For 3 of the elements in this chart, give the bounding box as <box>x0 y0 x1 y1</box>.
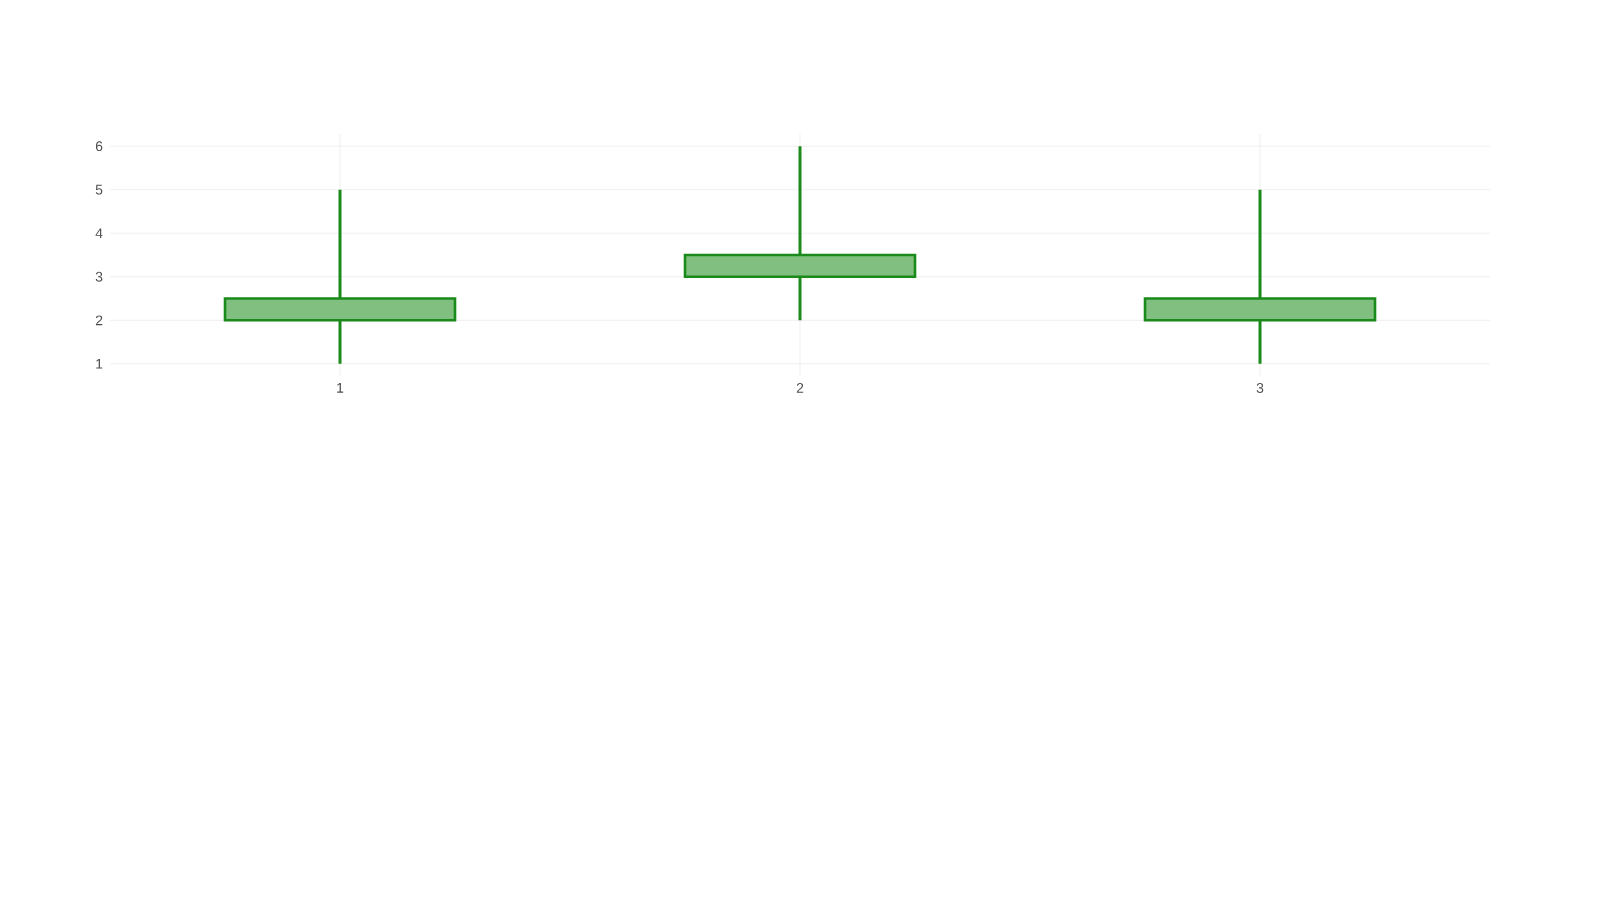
candlestick <box>683 144 917 322</box>
candlestick <box>223 188 457 366</box>
candlestick <box>1143 188 1377 366</box>
